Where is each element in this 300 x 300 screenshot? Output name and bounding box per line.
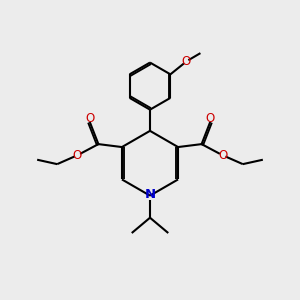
Text: N: N bbox=[144, 188, 156, 201]
Text: O: O bbox=[85, 112, 95, 125]
Text: O: O bbox=[218, 149, 227, 162]
Text: O: O bbox=[73, 149, 82, 162]
Text: O: O bbox=[181, 56, 190, 68]
Text: O: O bbox=[205, 112, 214, 125]
